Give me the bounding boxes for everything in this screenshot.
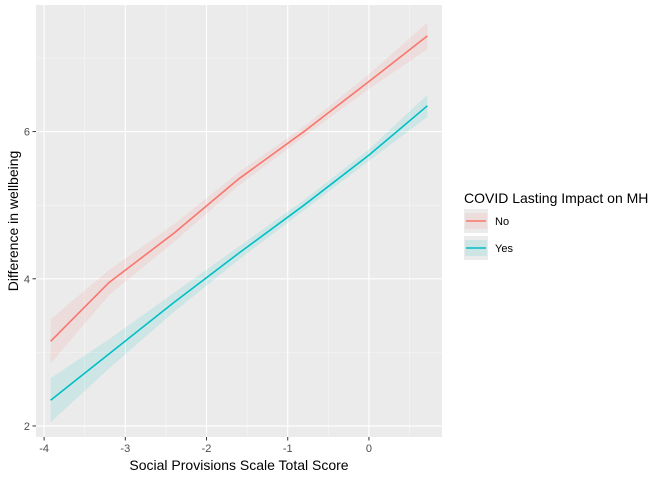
y-axis-title: Difference in wellbeing	[5, 151, 21, 292]
x-axis-title: Social Provisions Scale Total Score	[129, 457, 348, 473]
legend: COVID Lasting Impact on MH No Yes	[464, 190, 648, 260]
confidence-ribbons	[50, 22, 428, 423]
legend-title: COVID Lasting Impact on MH	[464, 190, 648, 206]
line-series-0	[50, 35, 428, 342]
ribbon-series-1	[50, 94, 428, 423]
legend-label-0: No	[495, 216, 509, 228]
grid-minor	[36, 5, 442, 437]
x-tick-label: -4	[39, 443, 49, 455]
line-series-1	[50, 105, 428, 401]
x-tick-label: -1	[283, 443, 293, 455]
x-tick-label: -3	[120, 443, 130, 455]
series-lines	[50, 35, 428, 401]
ribbon-series-0	[50, 22, 428, 364]
y-tick-label: 4	[24, 274, 30, 286]
grid-major	[36, 5, 442, 437]
axis-ticks	[32, 131, 370, 441]
legend-label-1: Yes	[495, 243, 513, 255]
y-tick-label: 6	[24, 127, 30, 139]
x-tick-label: 0	[366, 443, 372, 455]
tick-labels: -4 -3 -2 -1 0 2 4 6	[24, 127, 372, 455]
x-tick-label: -2	[202, 443, 212, 455]
y-tick-label: 2	[24, 421, 30, 433]
